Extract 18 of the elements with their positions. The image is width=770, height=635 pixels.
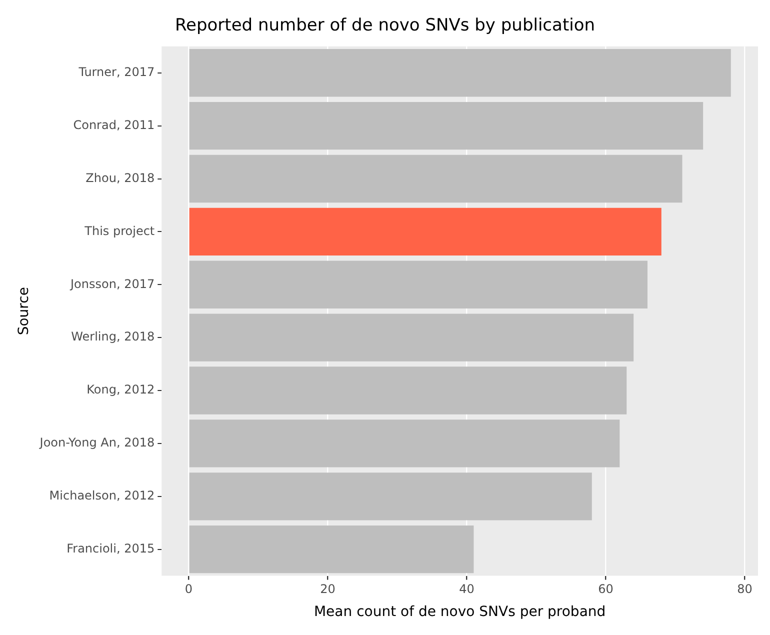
y-tick-label: Turner, 2017 — [78, 64, 155, 79]
x-tick-label: 20 — [320, 582, 336, 596]
y-tick-label: Werling, 2018 — [71, 330, 155, 344]
y-tick-label: Zhou, 2018 — [86, 170, 155, 185]
x-tick-label: 80 — [737, 582, 752, 596]
y-tick-label: Conrad, 2011 — [73, 118, 155, 132]
y-tick-label: Francioli, 2015 — [66, 541, 155, 556]
y-tick-label: Michaelson, 2012 — [49, 488, 155, 503]
y-axis-title: Source — [16, 287, 32, 336]
y-tick-label: Joon-Yong An, 2018 — [38, 436, 155, 450]
chart-title: Reported number of de novo SNVs by publication — [174, 16, 596, 36]
x-tick-label: 40 — [459, 582, 474, 596]
y-tick-label: This project — [84, 224, 155, 238]
y-tick-label: Kong, 2012 — [86, 382, 155, 397]
x-tick-label: 60 — [598, 582, 614, 596]
x-axis-title: Mean count of de novo SNVs per proband — [314, 604, 606, 620]
y-tick-label: Jonsson, 2017 — [70, 276, 155, 291]
x-tick-label: 0 — [184, 582, 193, 596]
